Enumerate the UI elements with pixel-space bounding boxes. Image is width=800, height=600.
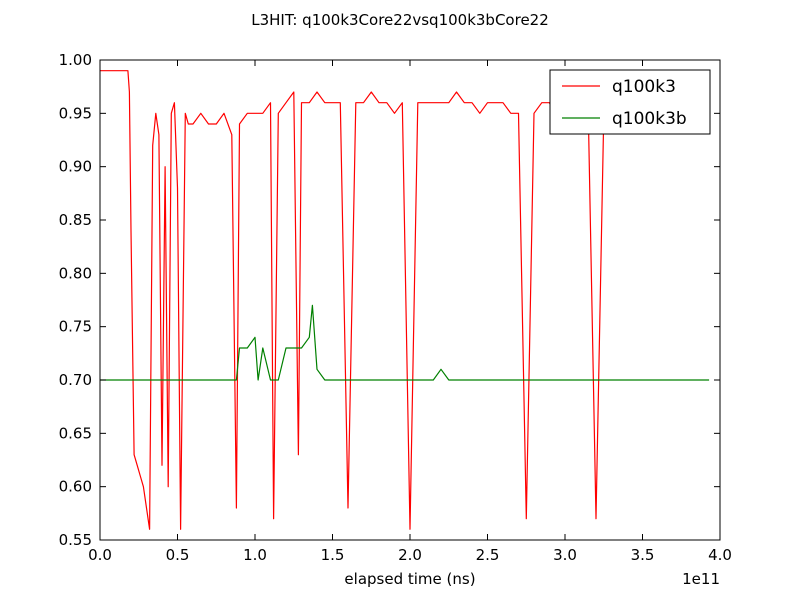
x-tick-label: 3.5: [631, 546, 655, 564]
x-axis-offset-label: 1e11: [682, 570, 720, 588]
series-line-q100k3b: [100, 304, 710, 381]
chart-title: L3HIT: q100k3Core22vsq100k3bCore22: [251, 11, 549, 29]
y-tick-label: 0.55: [59, 531, 92, 549]
x-tick-label: 2.0: [398, 546, 422, 564]
y-tick-label: 0.95: [59, 104, 92, 122]
y-tick-label: 0.85: [59, 211, 92, 229]
y-tick-label: 0.90: [59, 158, 92, 176]
x-tick-label: 4.0: [708, 546, 732, 564]
y-tick-label: 0.60: [59, 478, 92, 496]
legend-label-q100k3b: q100k3b: [612, 109, 687, 129]
legend-label-q100k3: q100k3: [612, 77, 676, 97]
y-tick-label: 1.00: [59, 51, 92, 69]
y-axis-ticks: 0.55 0.60 0.65 0.70 0.75 0.80 0.85 0.90 0.95 1.00: [59, 51, 720, 549]
x-axis-ticks: 0.0 0.5 1.0 1.5 2.0 2.5 3.0 3.5 4.0: [88, 60, 732, 564]
y-tick-label: 0.80: [59, 264, 92, 282]
y-tick-label: 0.75: [59, 318, 92, 336]
x-tick-label: 1.0: [243, 546, 267, 564]
legend: q100k3 q100k3b: [549, 69, 711, 135]
series-line-q100k3: [100, 70, 710, 530]
x-tick-label: 1.5: [321, 546, 345, 564]
x-tick-label: 0.0: [88, 546, 112, 564]
x-axis-label: elapsed time (ns): [344, 570, 475, 588]
legend-box: [549, 69, 711, 135]
y-tick-label: 0.65: [59, 424, 92, 442]
x-tick-label: 2.5: [476, 546, 500, 564]
y-tick-label: 0.70: [59, 371, 92, 389]
x-tick-label: 3.0: [553, 546, 577, 564]
series-layer: [100, 70, 710, 530]
x-tick-label: 0.5: [166, 546, 190, 564]
